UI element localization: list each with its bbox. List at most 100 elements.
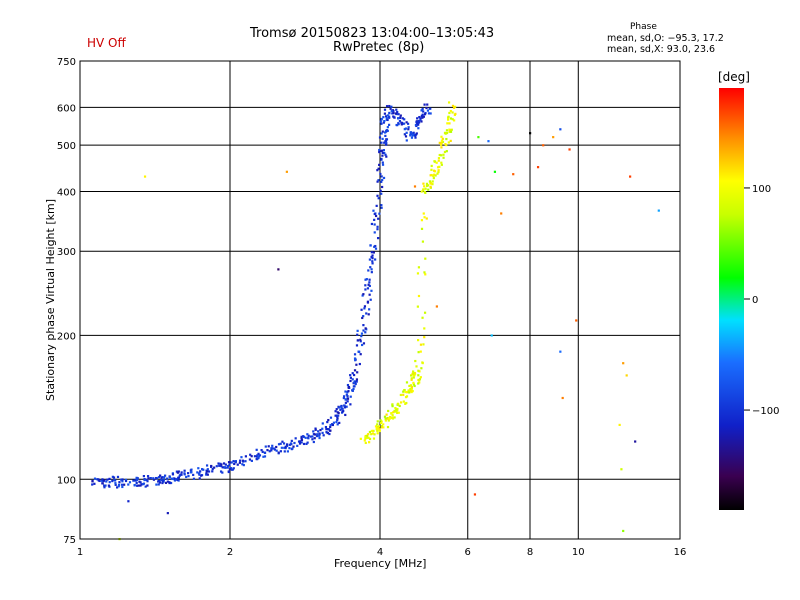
o-trace-point (368, 293, 371, 296)
x-trace-point (412, 372, 415, 375)
scatter-point (629, 175, 632, 178)
x-trace-point (418, 370, 421, 373)
o-trace-point (344, 390, 347, 393)
o-trace-point (390, 109, 393, 112)
x-trace-point (409, 387, 412, 391)
o-trace-point (380, 175, 383, 178)
o-trace-point (134, 478, 137, 482)
o-trace-point (406, 122, 410, 125)
o-trace-point (396, 110, 399, 114)
x-trace-point (453, 119, 456, 122)
o-trace-point (189, 471, 193, 474)
o-trace-point (93, 477, 97, 480)
x-trace-point (423, 336, 426, 339)
o-trace-point (163, 474, 167, 477)
x-trace-point (451, 104, 455, 107)
o-trace-point (382, 149, 385, 152)
o-trace-point (284, 445, 287, 448)
o-trace-point (364, 331, 367, 334)
o-trace-point (318, 436, 321, 440)
o-trace-point (427, 112, 431, 115)
o-trace-point (414, 123, 418, 127)
o-trace-point (381, 151, 384, 154)
o-trace-point (248, 458, 252, 461)
o-trace-point (334, 410, 337, 413)
scatter-point (277, 268, 280, 271)
x-trace-point (430, 164, 433, 168)
x-trace-point (423, 216, 426, 219)
o-trace-point (384, 153, 387, 156)
scatter-point (166, 512, 169, 515)
x-trace-point (376, 420, 379, 423)
o-trace-point (319, 428, 322, 432)
o-trace-point (385, 155, 388, 158)
o-trace-point (106, 478, 109, 481)
o-trace-point (168, 476, 171, 479)
o-trace-point (383, 131, 387, 134)
o-trace-point (111, 479, 114, 483)
o-trace-point (202, 468, 205, 471)
o-trace-point (229, 467, 233, 470)
o-trace-point (418, 115, 421, 119)
x-tick-label: 16 (674, 547, 687, 558)
o-trace-point (305, 442, 308, 446)
o-trace-point (142, 482, 146, 485)
scatter-point (620, 468, 623, 471)
o-trace-point (383, 119, 386, 123)
x-tick-label: 1 (77, 547, 83, 558)
o-trace-point (160, 476, 163, 479)
x-trace-point (443, 131, 447, 134)
x-trace-point (391, 405, 394, 408)
x-trace-point (440, 163, 443, 166)
x-trace-point (444, 142, 447, 146)
x-trace-point (423, 185, 426, 188)
x-trace-point (418, 378, 421, 382)
o-trace-point (388, 116, 391, 119)
o-trace-point (386, 118, 389, 122)
o-trace-point (365, 278, 368, 281)
x-trace-point (412, 370, 415, 373)
o-trace-point (108, 477, 111, 480)
o-trace-point (380, 204, 383, 207)
o-trace-point (405, 139, 408, 142)
x-trace-point (396, 411, 399, 415)
o-trace-point (344, 398, 347, 401)
x-trace-point (382, 426, 385, 429)
o-trace-point (280, 446, 283, 449)
o-trace-point (332, 421, 336, 424)
o-trace-point (381, 137, 384, 140)
x-trace-point (411, 389, 414, 393)
x-trace-point (376, 429, 379, 432)
o-trace-point (244, 455, 248, 458)
x-trace-point (440, 146, 443, 149)
o-trace-point (348, 386, 351, 389)
x-tick-label: 10 (572, 547, 585, 558)
o-trace-point (198, 477, 201, 480)
o-trace-point (100, 479, 103, 482)
o-trace-point (136, 477, 139, 480)
scatter-point (542, 144, 545, 147)
x-trace-point (408, 391, 411, 394)
x-trace-point (380, 420, 383, 423)
x-trace-point (449, 109, 452, 113)
o-trace-point (219, 470, 223, 473)
x-trace-point (385, 413, 388, 416)
o-trace-point (329, 423, 332, 427)
x-trace-point (431, 180, 434, 183)
x-trace-point (363, 439, 366, 442)
o-trace-point (244, 460, 247, 463)
o-trace-point (185, 475, 188, 479)
o-trace-point (380, 192, 383, 195)
x-trace-point (436, 172, 439, 175)
o-trace-point (228, 461, 231, 464)
o-trace-point (339, 405, 343, 408)
o-trace-point (116, 475, 120, 479)
o-trace-point (279, 442, 282, 445)
o-trace-point (327, 428, 330, 431)
o-trace-point (365, 312, 368, 315)
x-axis-label: Frequency [MHz] (334, 557, 427, 570)
o-trace-point (283, 446, 286, 449)
o-trace-point (353, 357, 357, 360)
o-trace-point (262, 455, 265, 458)
x-trace-point (382, 423, 385, 426)
